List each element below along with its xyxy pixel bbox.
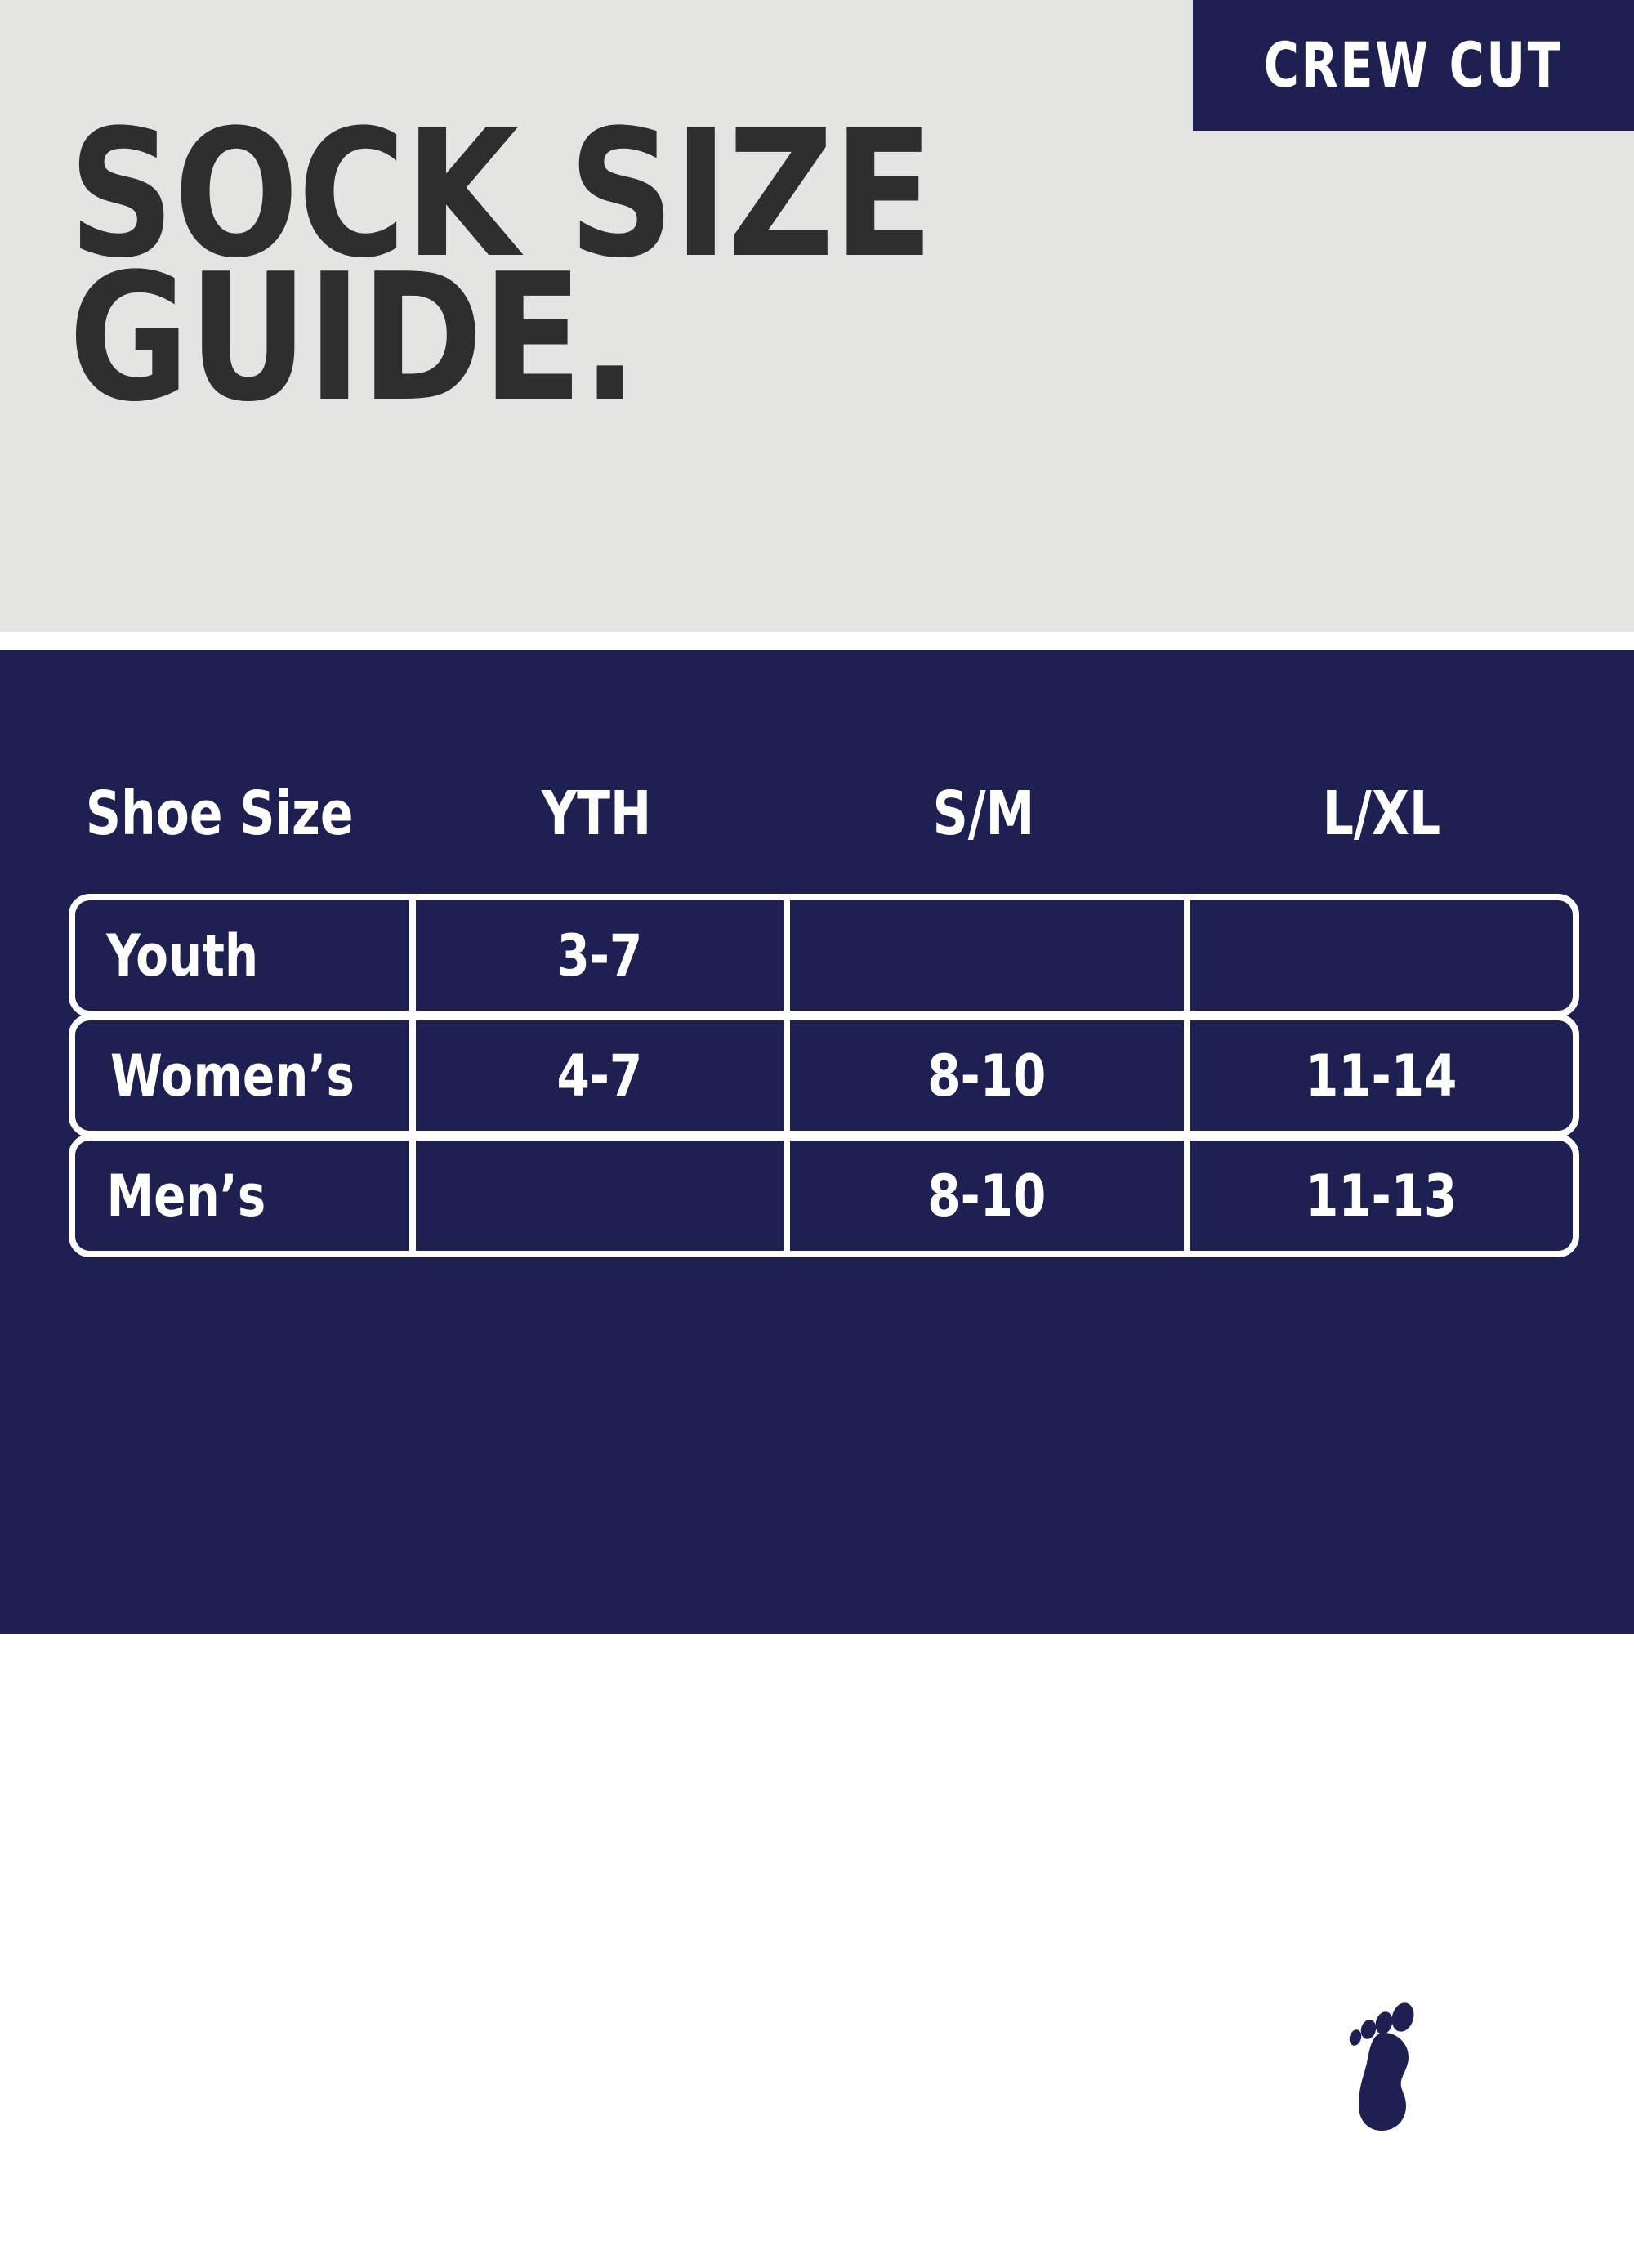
column-header-lxl: L/XL [1322, 779, 1441, 849]
table-row: Youth 3-7 [69, 894, 1579, 1017]
row-label-youth: Youth [75, 900, 416, 1011]
cell-womens-sm: 8-10 [790, 1020, 1190, 1131]
table-row: Women’s 4-7 8-10 11-14 [69, 1014, 1579, 1137]
column-header-sm: S/M [932, 779, 1035, 849]
crew-cut-badge: CREW CUT [1193, 0, 1634, 131]
cell-text: Women’s [109, 1042, 355, 1109]
cell-text: 11-13 [1306, 1162, 1458, 1230]
size-chart-panel: Shoe Size YTH S/M L/XL Youth 3-7 [0, 650, 1634, 2263]
cell-mens-yth [416, 1141, 790, 1251]
brand-name: FOR BARE FEET [1176, 2207, 1585, 2267]
cell-text: 4-7 [556, 1042, 643, 1109]
cell-womens-yth: 4-7 [416, 1020, 790, 1131]
cell-youth-yth: 3-7 [416, 900, 790, 1011]
size-table: Youth 3-7 Women’s 4-7 [69, 894, 1579, 1257]
cell-text: 8-10 [927, 1042, 1047, 1109]
table-row: Men’s 8-10 11-13 [69, 1134, 1579, 1257]
row-label-womens: Women’s [75, 1020, 416, 1131]
brand-lockup: FOR BARE FEET [1176, 1990, 1584, 2268]
cell-text: 3-7 [556, 922, 643, 989]
cell-youth-sm [790, 900, 1190, 1011]
footprint-icon [1315, 1990, 1446, 2172]
header-panel: CREW CUT SOCK SIZE GUIDE. [0, 0, 1634, 632]
cell-text: 11-14 [1306, 1042, 1458, 1109]
cell-womens-lxl: 11-14 [1190, 1020, 1573, 1131]
cell-youth-lxl [1190, 900, 1573, 1011]
cell-text: 8-10 [927, 1162, 1047, 1230]
cell-text: Men’s [106, 1162, 266, 1230]
column-header-yth: YTH [541, 779, 652, 849]
page-title: SOCK SIZE GUIDE. [69, 92, 934, 441]
size-table-header: Shoe Size YTH S/M L/XL [69, 777, 1579, 850]
cell-mens-sm: 8-10 [790, 1141, 1190, 1251]
crew-cut-badge-label: CREW CUT [1264, 29, 1563, 101]
column-header-shoe-size: Shoe Size [85, 779, 354, 849]
cell-text: Youth [106, 922, 259, 989]
cell-mens-lxl: 11-13 [1190, 1141, 1573, 1251]
row-label-mens: Men’s [75, 1141, 416, 1251]
